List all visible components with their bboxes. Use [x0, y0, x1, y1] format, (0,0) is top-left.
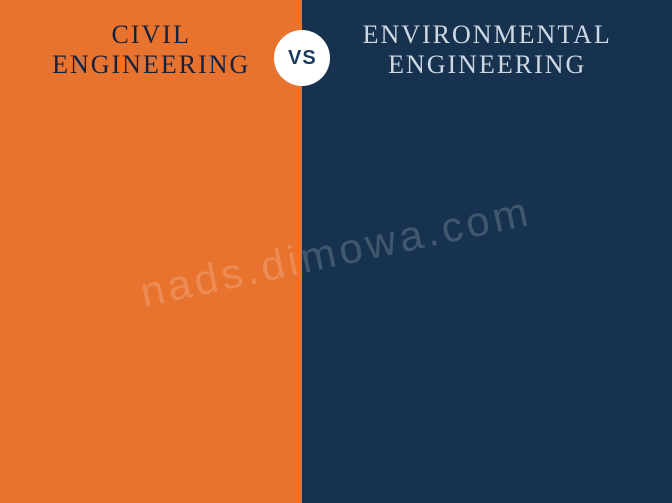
left-heading-line2: Engineering: [0, 50, 302, 80]
vs-text: VS: [288, 47, 317, 70]
right-panel: Environmental Engineering: [302, 0, 672, 503]
right-heading-line2: Engineering: [302, 50, 672, 80]
vs-badge: VS: [274, 30, 330, 86]
left-heading-line1: Civil: [0, 20, 302, 50]
right-heading: Environmental Engineering: [302, 20, 672, 80]
right-heading-line1: Environmental: [302, 20, 672, 50]
left-panel: Civil Engineering: [0, 0, 302, 503]
infographic-container: Civil Engineering Environmental Engineer…: [0, 0, 672, 503]
left-heading: Civil Engineering: [0, 20, 302, 80]
